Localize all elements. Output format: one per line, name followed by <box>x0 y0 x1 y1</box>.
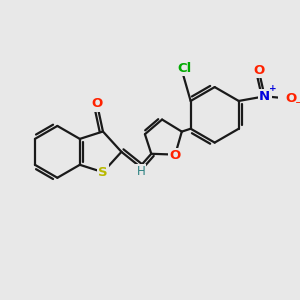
Text: O: O <box>285 92 296 105</box>
Text: O: O <box>92 97 103 110</box>
Text: −: − <box>295 98 300 108</box>
Text: Cl: Cl <box>177 62 191 75</box>
Text: +: + <box>269 83 277 92</box>
Text: N: N <box>259 90 270 103</box>
Text: O: O <box>169 149 181 162</box>
Text: S: S <box>98 166 108 179</box>
Text: O: O <box>254 64 265 77</box>
Text: H: H <box>136 165 145 178</box>
